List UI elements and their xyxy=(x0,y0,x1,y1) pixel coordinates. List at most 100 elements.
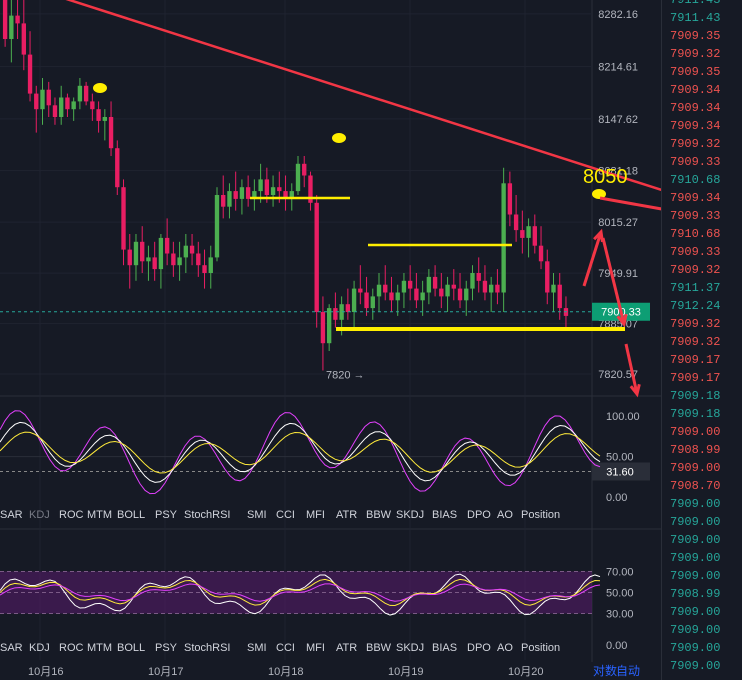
trade-tape-row: 7909.35 xyxy=(670,29,721,43)
indicator-tab-mtm[interactable]: MTM xyxy=(87,509,112,521)
indicator-tab-bbw[interactable]: BBW xyxy=(366,509,392,521)
indicator-tab-bbw[interactable]: BBW xyxy=(366,642,392,654)
candle-body xyxy=(71,101,76,110)
candle-body xyxy=(401,280,407,293)
price-tick-label: 8282.16 xyxy=(598,9,638,21)
trend-line xyxy=(65,0,662,192)
trade-tape-row: 7909.00 xyxy=(670,515,721,529)
indicator-tab-position[interactable]: Position xyxy=(521,642,560,654)
trade-tape-row: 7910.68 xyxy=(670,173,721,187)
trade-tape-row: 7909.00 xyxy=(670,551,721,565)
trade-tape-row: 7909.32 xyxy=(670,137,721,151)
date-label: 10月19 xyxy=(388,666,423,678)
indicator-tab-mtm[interactable]: MTM xyxy=(87,642,112,654)
drop-arrow xyxy=(601,237,626,325)
candle-body xyxy=(239,187,245,199)
indicator-tab-dpo[interactable]: DPO xyxy=(467,642,491,654)
indicator-tab-smi[interactable]: SMI xyxy=(247,509,267,521)
candle-body xyxy=(152,257,157,270)
indicator-tab-psy[interactable]: PSY xyxy=(155,642,178,654)
rsi-tick-label: 0.00 xyxy=(606,640,627,652)
indicator-tab-sar[interactable]: SAR xyxy=(0,642,23,654)
candle-body xyxy=(513,214,519,231)
candle-body xyxy=(283,191,288,199)
candle-body xyxy=(308,175,313,203)
indicator-tab-sar[interactable]: SAR xyxy=(0,509,23,521)
indicator-tab-dpo[interactable]: DPO xyxy=(467,509,491,521)
candle-body xyxy=(102,117,108,121)
trade-tape-row: 7909.00 xyxy=(670,605,721,619)
indicator-tab-position[interactable]: Position xyxy=(521,509,560,521)
kdj-tick-label: 50.00 xyxy=(606,452,634,464)
candle-body xyxy=(326,308,332,344)
auto-scale-button[interactable]: 自动 xyxy=(616,664,640,678)
candle-body xyxy=(245,187,251,199)
indicator-tab-psy[interactable]: PSY xyxy=(155,509,178,521)
indicator-tab-boll[interactable]: BOLL xyxy=(117,509,145,521)
trade-tape-row: 7909.33 xyxy=(670,155,721,169)
indicator-tab-skdj[interactable]: SKDJ xyxy=(396,509,424,521)
candlestick-chart[interactable]: 8282.16 8214.61 8147.62 8081.18 8015.27 7949.… xyxy=(0,0,662,680)
kdj-tick-label: 100.00 xyxy=(606,411,640,423)
indicator-tab-atr[interactable]: ATR xyxy=(336,509,357,521)
indicator-tab-mfi[interactable]: MFI xyxy=(306,509,325,521)
indicator-tab-roc[interactable]: ROC xyxy=(59,642,84,654)
indicator-tab-roc[interactable]: ROC xyxy=(59,509,84,521)
indicator-tab-smi[interactable]: SMI xyxy=(247,642,267,654)
indicator-tab-skdj[interactable]: SKDJ xyxy=(396,642,424,654)
candle-body xyxy=(40,89,45,110)
trade-tape-row: 7910.68 xyxy=(670,227,721,241)
candle-body xyxy=(164,237,170,254)
indicator-tab-bias[interactable]: BIAS xyxy=(432,509,457,521)
candle-body xyxy=(495,284,500,293)
candle-body xyxy=(333,308,338,320)
candle-body xyxy=(183,245,189,258)
indicator-tab-ao[interactable]: AO xyxy=(497,509,513,521)
trade-tape-row: 7911.43 xyxy=(670,11,721,25)
candle-body xyxy=(221,195,226,207)
indicator-tab-stochrsi[interactable]: StochRSI xyxy=(184,509,230,521)
rsi-tick-label: 70.00 xyxy=(606,567,634,579)
candle-body xyxy=(214,195,220,258)
candle-body xyxy=(445,284,450,297)
indicator-tab-cci[interactable]: CCI xyxy=(276,642,295,654)
price-tick-label: 8214.61 xyxy=(598,62,638,74)
indicator-tab-atr[interactable]: ATR xyxy=(336,642,357,654)
indicator-tab-boll[interactable]: BOLL xyxy=(117,642,145,654)
candle-body xyxy=(302,163,307,176)
indicator-tab-bias[interactable]: BIAS xyxy=(432,642,457,654)
candle-body xyxy=(538,245,544,262)
candle-body xyxy=(320,312,326,344)
candle-body xyxy=(482,280,488,293)
trade-tape-row: 7909.32 xyxy=(670,47,721,61)
indicator-tab-mfi[interactable]: MFI xyxy=(306,642,325,654)
candle-body xyxy=(34,93,39,110)
trade-tape-row: 7909.33 xyxy=(670,209,721,223)
indicator-tab-kdj[interactable]: KDJ xyxy=(29,509,50,521)
candle-body xyxy=(383,284,388,293)
candle-body xyxy=(189,245,195,254)
indicator-tab-kdj[interactable]: KDJ xyxy=(29,642,50,654)
candle-body xyxy=(258,179,263,192)
candle-body xyxy=(395,292,400,301)
candle-body xyxy=(470,273,475,289)
indicator-tab-stochrsi[interactable]: StochRSI xyxy=(184,642,230,654)
candle-body xyxy=(464,288,469,301)
log-scale-button[interactable]: 对数 xyxy=(593,663,617,678)
price-tick-label: 8015.27 xyxy=(598,217,638,229)
candle-body xyxy=(2,0,8,39)
date-label: 10月20 xyxy=(508,666,543,678)
main-price-pane: 8282.16 8214.61 8147.62 8081.18 8015.27 7949.… xyxy=(0,0,662,662)
trade-tape-row: 7911.37 xyxy=(670,281,721,295)
price-tick-label: 8147.62 xyxy=(598,114,638,126)
candle-body xyxy=(158,237,164,270)
candle-body xyxy=(264,179,270,195)
breakdown-arrow-head xyxy=(629,383,641,398)
indicator-tab-cci[interactable]: CCI xyxy=(276,509,295,521)
candle-body xyxy=(488,284,494,293)
rsi-tick-label: 50.00 xyxy=(606,588,634,600)
trade-tape-row: 7909.34 xyxy=(670,101,721,115)
trade-tape-row: 7909.34 xyxy=(670,191,721,205)
indicator-tab-ao[interactable]: AO xyxy=(497,642,513,654)
